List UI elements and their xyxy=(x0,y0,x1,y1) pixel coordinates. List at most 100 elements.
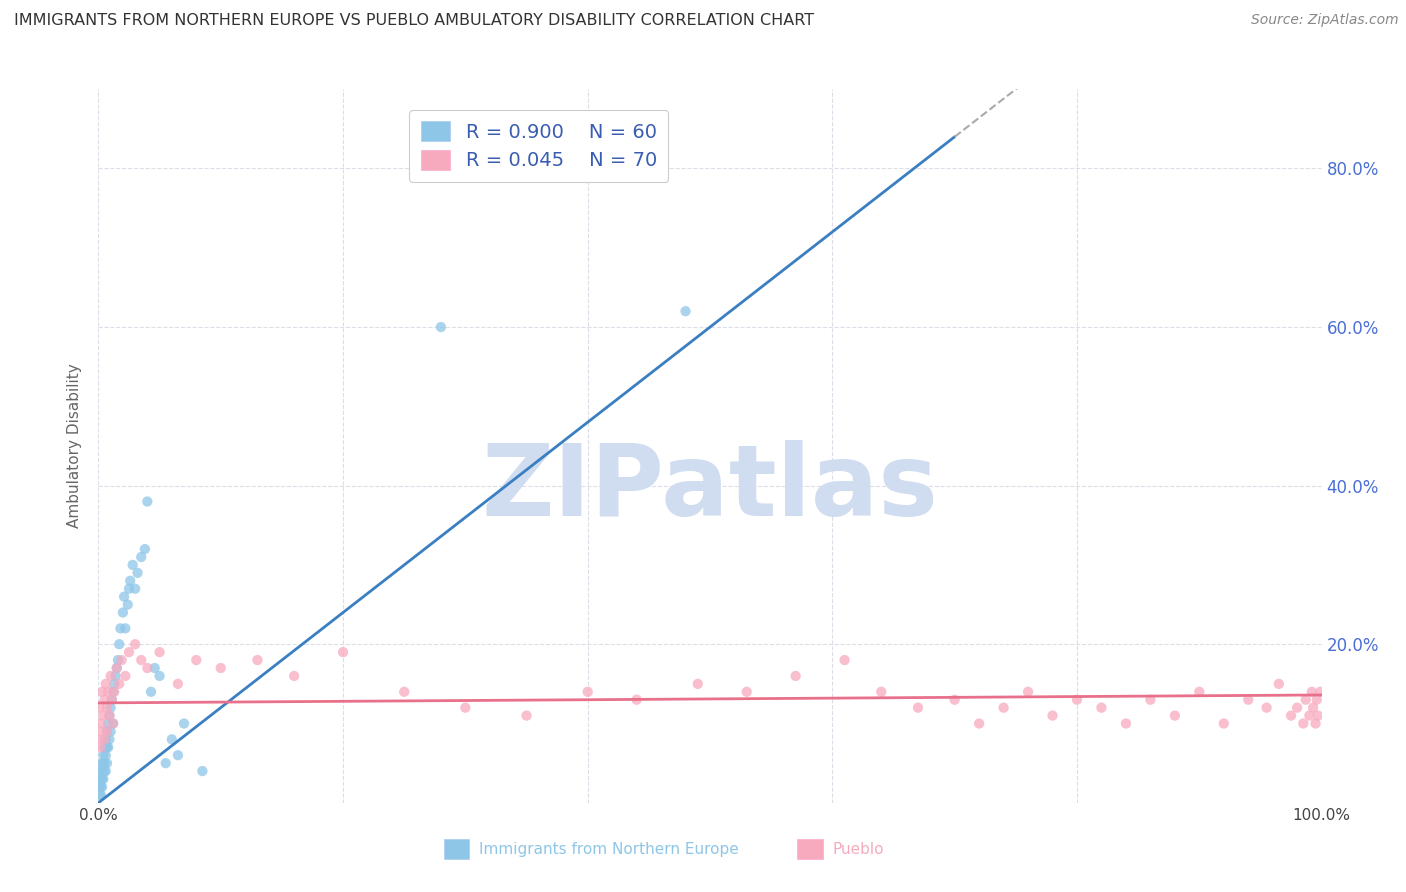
Point xyxy=(967,716,990,731)
Point xyxy=(96,724,118,739)
Point xyxy=(98,708,121,723)
Point xyxy=(1188,685,1211,699)
Point xyxy=(1042,708,1064,723)
Point xyxy=(149,645,172,659)
Point xyxy=(155,756,177,771)
Point xyxy=(101,692,124,706)
Point xyxy=(93,692,115,706)
Point xyxy=(91,756,114,771)
Point xyxy=(1017,685,1039,699)
Point xyxy=(136,494,159,508)
Point xyxy=(515,708,537,723)
Legend: R = 0.900    N = 60, R = 0.045    N = 70: R = 0.900 N = 60, R = 0.045 N = 70 xyxy=(409,110,668,182)
Point xyxy=(735,685,758,699)
Point xyxy=(111,653,134,667)
Point xyxy=(108,677,131,691)
Point xyxy=(90,764,112,778)
Point xyxy=(103,677,125,691)
Point xyxy=(1115,716,1137,731)
Point xyxy=(576,685,599,699)
Point xyxy=(90,772,112,786)
Point xyxy=(129,549,152,564)
Point xyxy=(118,645,141,659)
Point xyxy=(90,716,112,731)
Point xyxy=(111,606,134,620)
Text: Immigrants from Northern Europe: Immigrants from Northern Europe xyxy=(479,842,738,856)
Point xyxy=(91,748,114,763)
Point xyxy=(1212,716,1234,731)
Point xyxy=(110,621,132,635)
Point xyxy=(167,748,190,763)
Point xyxy=(91,756,114,771)
Point xyxy=(124,582,146,596)
Point xyxy=(1268,677,1291,691)
Point xyxy=(1256,700,1278,714)
Point xyxy=(96,724,118,739)
Point xyxy=(91,708,114,723)
Point xyxy=(392,685,416,699)
Point xyxy=(1306,692,1329,706)
Point xyxy=(1298,708,1320,723)
Point xyxy=(209,661,232,675)
Point xyxy=(94,748,117,763)
Point xyxy=(89,780,111,794)
Point xyxy=(114,669,136,683)
Point xyxy=(97,685,120,699)
Point xyxy=(430,320,453,334)
Point xyxy=(134,542,156,557)
Point xyxy=(1090,700,1112,714)
Point xyxy=(1066,692,1088,706)
Point xyxy=(149,669,172,683)
Point xyxy=(117,598,139,612)
Point xyxy=(89,732,111,747)
Text: Pueblo: Pueblo xyxy=(832,842,884,856)
Point xyxy=(93,764,115,778)
Point xyxy=(94,677,117,691)
Point xyxy=(186,653,208,667)
Point xyxy=(454,700,477,714)
Point xyxy=(1286,700,1309,714)
Point xyxy=(91,724,114,739)
Point xyxy=(112,590,135,604)
Point xyxy=(167,677,190,691)
Point xyxy=(101,685,124,699)
Point xyxy=(686,677,709,691)
Point xyxy=(834,653,856,667)
Point xyxy=(1292,716,1315,731)
Point xyxy=(129,653,152,667)
Point xyxy=(89,788,111,802)
Point xyxy=(101,716,124,731)
Point xyxy=(105,661,128,675)
Point xyxy=(626,692,648,706)
Point xyxy=(785,669,807,683)
Point xyxy=(104,669,127,683)
Point xyxy=(90,788,112,802)
Point xyxy=(100,700,122,714)
Point xyxy=(100,669,122,683)
Point xyxy=(90,740,112,755)
Point xyxy=(103,685,125,699)
Point xyxy=(143,661,166,675)
Point xyxy=(136,661,159,675)
Point xyxy=(93,740,115,755)
Text: IMMIGRANTS FROM NORTHERN EUROPE VS PUEBLO AMBULATORY DISABILITY CORRELATION CHAR: IMMIGRANTS FROM NORTHERN EUROPE VS PUEBL… xyxy=(14,13,814,29)
Point xyxy=(246,653,269,667)
Point xyxy=(89,772,111,786)
Point xyxy=(101,692,124,706)
Point xyxy=(943,692,966,706)
Point xyxy=(89,700,111,714)
Point xyxy=(870,685,893,699)
Point xyxy=(139,685,162,699)
Text: ZIPatlas: ZIPatlas xyxy=(482,441,938,537)
Point xyxy=(96,740,118,755)
Point xyxy=(120,574,142,588)
Point xyxy=(105,661,128,675)
Point xyxy=(98,732,121,747)
Point xyxy=(114,621,136,635)
Point xyxy=(332,645,354,659)
Point xyxy=(93,756,115,771)
Point xyxy=(107,653,129,667)
Point xyxy=(101,716,124,731)
Point xyxy=(91,772,114,786)
Point xyxy=(96,700,118,714)
